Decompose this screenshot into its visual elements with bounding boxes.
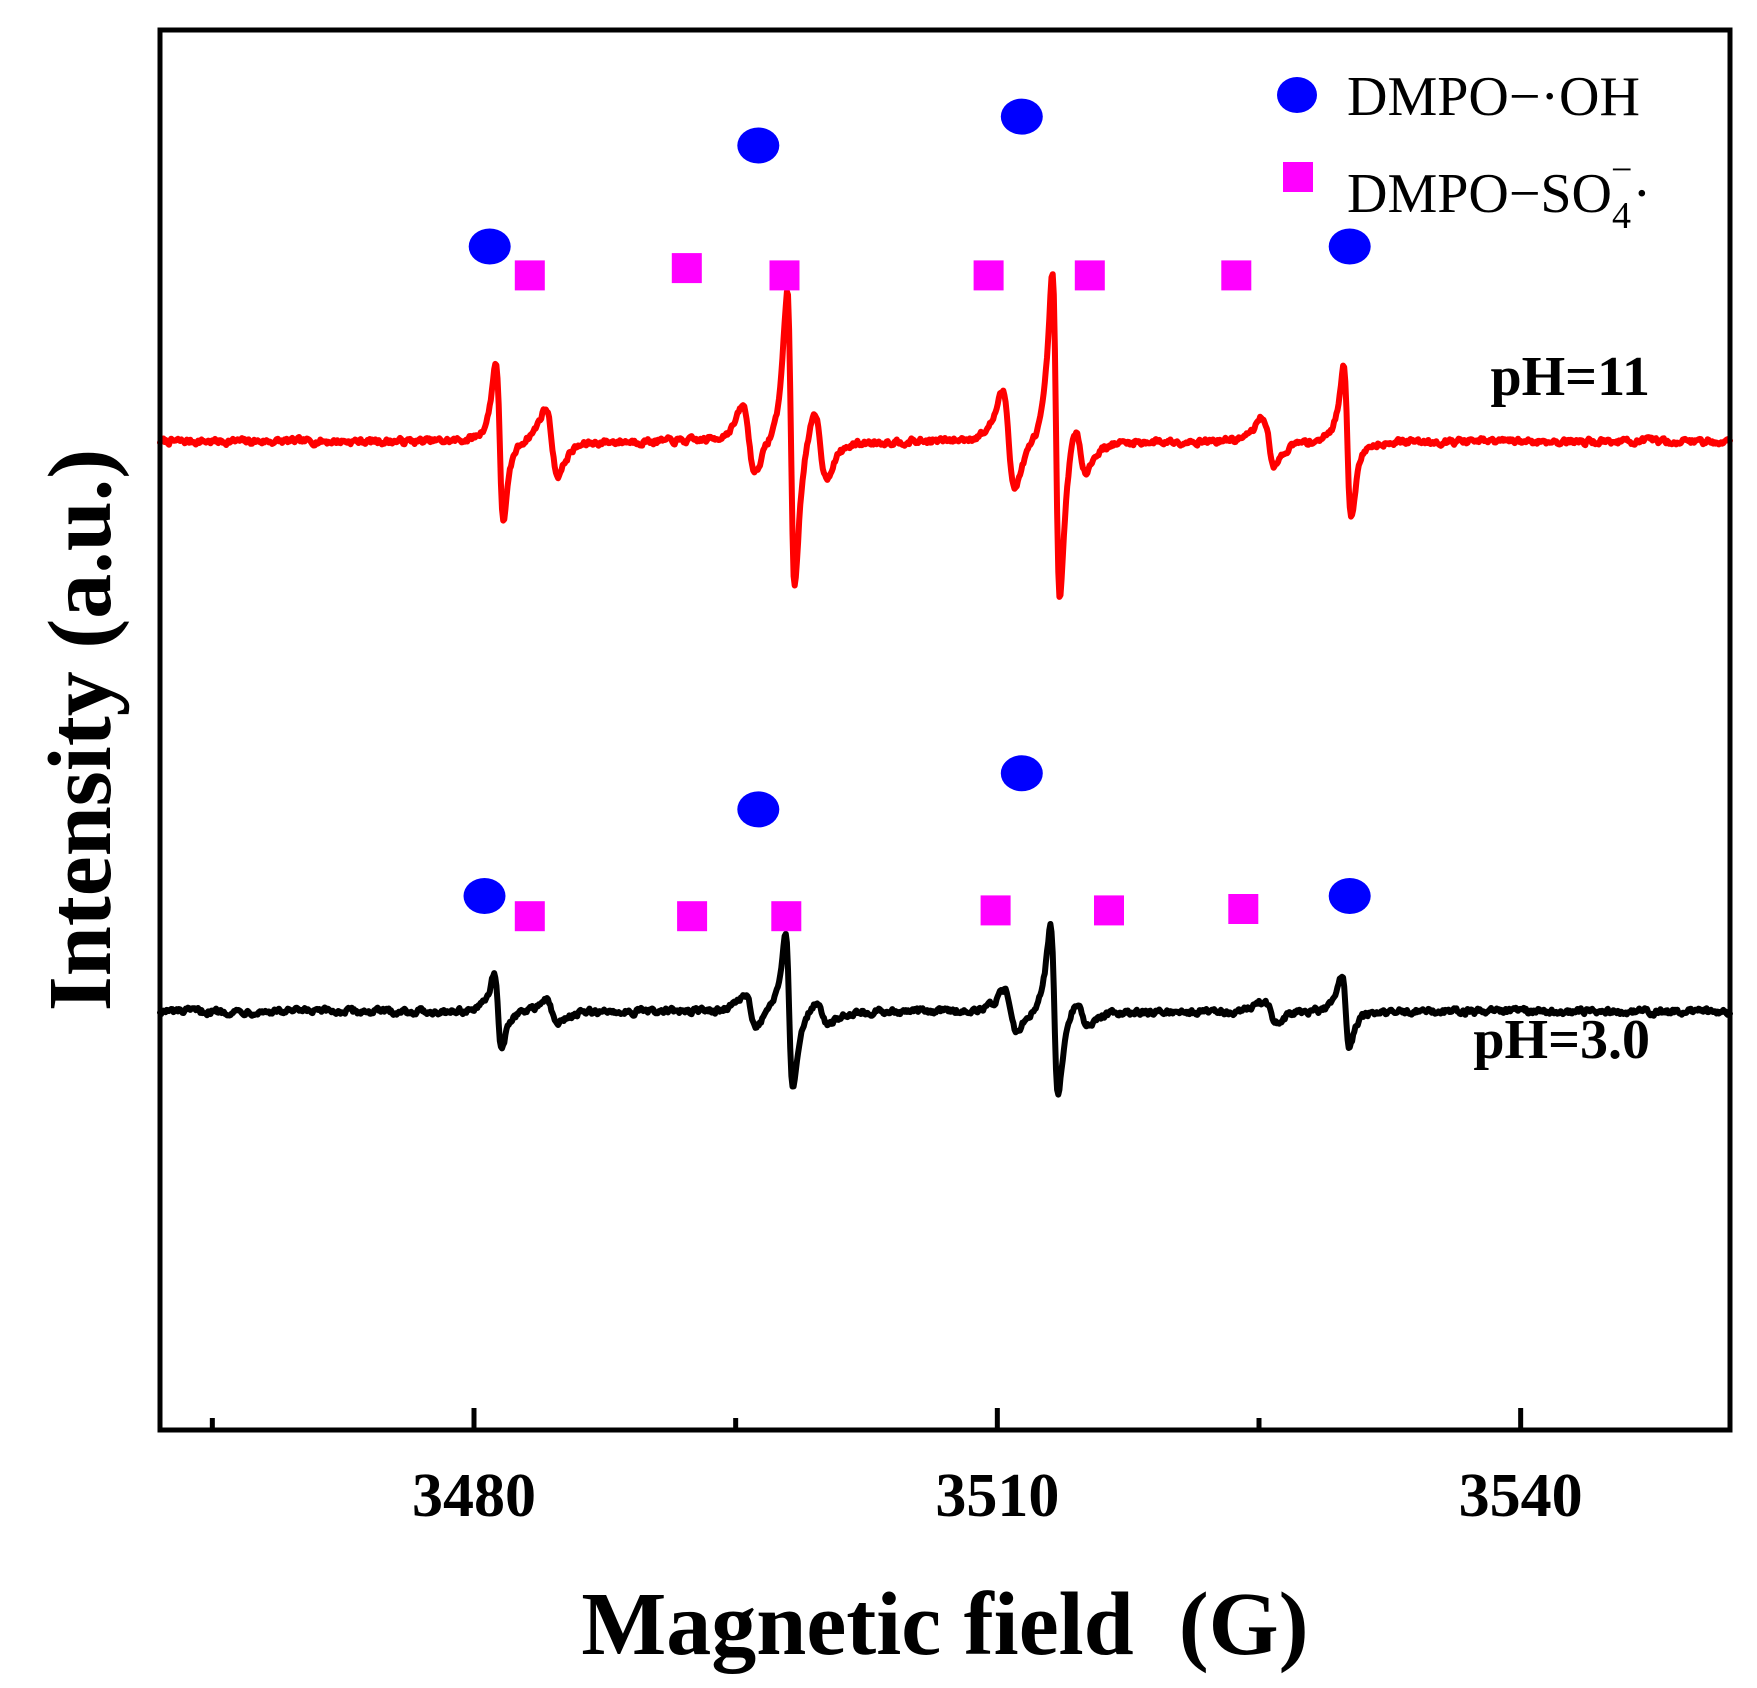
oh-marker-ph11-3: [1328, 228, 1371, 265]
legend-so4-label: DMPO−SO4−·: [1347, 149, 1651, 237]
x-axis-ticks: 3480 3510 3540: [209, 1408, 1583, 1530]
so4-marker-ph11-4: [1074, 260, 1105, 291]
y-axis-title: Intensity (a.u.): [31, 449, 130, 1012]
so4-marker-ph3-0: [514, 901, 545, 932]
so4-marker-ph3-4: [1094, 895, 1124, 926]
plot-markers: [463, 98, 1371, 932]
x-tick-label-3510: 3510: [935, 1462, 1059, 1530]
series-line-ph11: [157, 271, 1733, 600]
legend-so4-subscript: 4: [1612, 195, 1631, 237]
so4-marker-ph11-2: [769, 260, 800, 291]
so4-marker-ph3-3: [980, 895, 1011, 926]
oh-marker-ph3-3: [1328, 878, 1371, 914]
oh-marker-ph11-0: [468, 228, 511, 265]
series-label-ph11: pH=11: [1490, 346, 1650, 408]
so4-marker-ph3-5: [1228, 894, 1259, 924]
series-label-ph3: pH=3.0: [1473, 1009, 1650, 1071]
so4-marker-ph11-1: [671, 253, 702, 284]
legend-so4-superscript: −: [1611, 149, 1632, 191]
so4-marker-ph11-0: [514, 260, 545, 291]
legend: DMPO−·OH DMPO−SO4−·: [1277, 66, 1651, 237]
so4-marker-ph11-5: [1221, 260, 1252, 291]
x-tick-label-3480: 3480: [412, 1462, 536, 1530]
oh-marker-ph3-2: [1000, 755, 1043, 792]
legend-oh-marker: [1277, 77, 1317, 113]
plot-series: [157, 271, 1733, 1098]
oh-marker-ph3-1: [737, 791, 780, 828]
so4-marker-ph11-3: [973, 260, 1004, 291]
plot-frame: [157, 27, 1733, 1433]
x-axis-title: Magnetic field (G): [581, 1575, 1308, 1674]
so4-marker-ph3-1: [677, 901, 708, 932]
legend-so4-dot: ·: [1632, 163, 1651, 225]
legend-so4-main: DMPO−SO: [1347, 163, 1612, 225]
oh-marker-ph11-1: [737, 127, 780, 164]
so4-marker-ph3-2: [771, 901, 802, 932]
x-tick-label-3540: 3540: [1459, 1462, 1583, 1530]
legend-oh-label: DMPO−·OH: [1347, 66, 1640, 128]
legend-so4-marker: [1283, 162, 1313, 192]
oh-marker-ph3-0: [463, 878, 506, 914]
oh-marker-ph11-2: [1000, 98, 1043, 135]
series-line-ph3: [157, 921, 1733, 1098]
